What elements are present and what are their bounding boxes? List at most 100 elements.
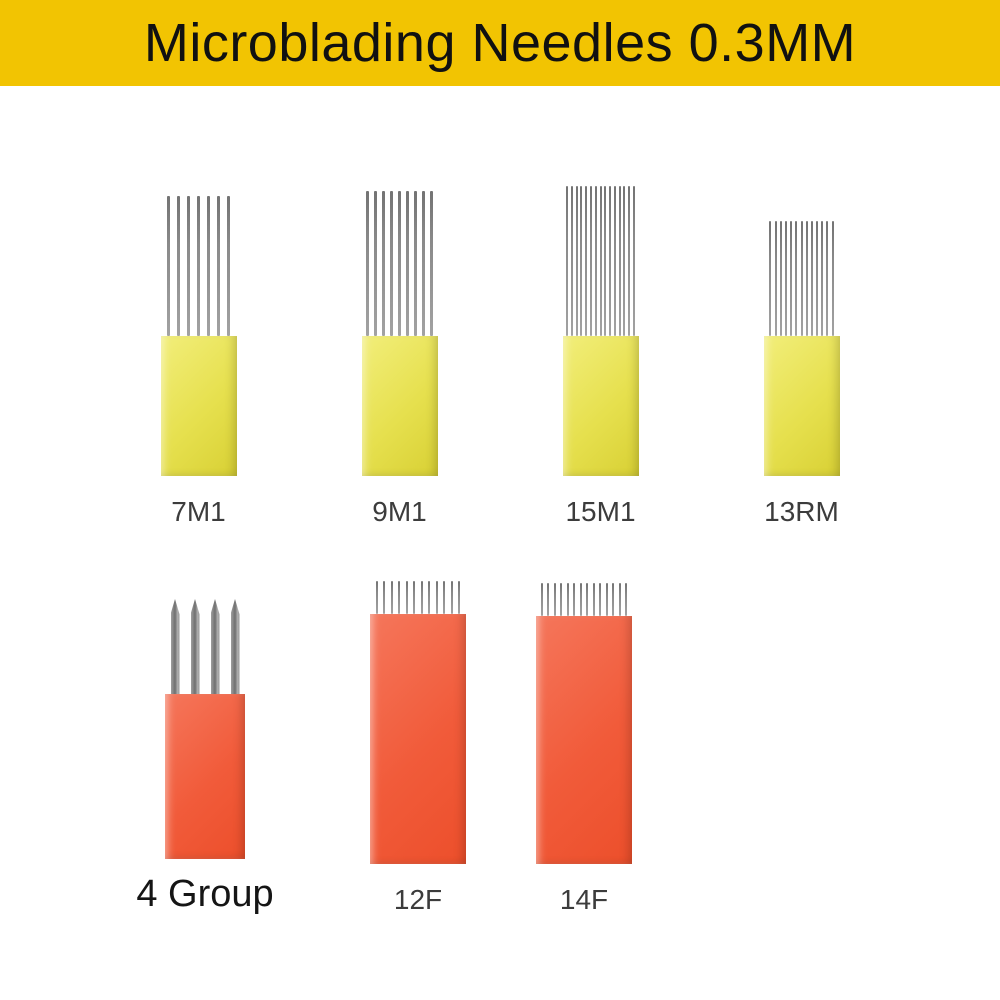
needle (774, 221, 777, 336)
needle-prong (230, 599, 240, 694)
needle (187, 196, 190, 336)
needle (594, 186, 597, 336)
product-7m1: 7M1 (160, 196, 237, 528)
needle (177, 196, 180, 336)
needle (575, 186, 578, 336)
product-label: 13RM (764, 496, 839, 527)
needle-tips (563, 186, 639, 336)
needle (625, 583, 628, 616)
needle (805, 221, 808, 336)
title-banner: Microblading Needles 0.3MM (0, 0, 1000, 86)
needle (207, 196, 210, 336)
needle (790, 221, 793, 336)
needle (435, 581, 438, 614)
needle (547, 583, 550, 616)
needle (579, 583, 582, 616)
needle (553, 583, 556, 616)
product-label: 14F (559, 884, 609, 915)
needle (826, 221, 829, 336)
needle (420, 581, 423, 614)
needle (458, 581, 461, 614)
needle (599, 186, 602, 336)
needle (586, 583, 589, 616)
needle (779, 221, 782, 336)
needle (628, 186, 631, 336)
product-label: 4 Group (136, 873, 274, 915)
product-14f: 14F (536, 583, 632, 916)
needle (585, 186, 588, 336)
needle (623, 186, 626, 336)
needle (589, 186, 592, 336)
needle (580, 186, 583, 336)
needle (540, 583, 543, 616)
product-label: 12F (393, 884, 443, 915)
product-label: 15M1 (565, 496, 636, 527)
needle (565, 186, 568, 336)
needle (398, 191, 401, 336)
needle (197, 196, 200, 336)
needle-prong (170, 599, 180, 694)
needle-tips (536, 583, 632, 616)
blade-body (160, 336, 237, 476)
needle-prong (190, 599, 200, 694)
product-12f: 12F (370, 581, 466, 916)
needle (414, 191, 417, 336)
needle-prong (210, 599, 220, 694)
needle (374, 191, 377, 336)
needle (570, 186, 573, 336)
needle-tips (764, 221, 840, 336)
needle (599, 583, 602, 616)
needle (227, 196, 230, 336)
needle (430, 191, 433, 336)
yellow-blades-row: 7M1 9M1 15M1 13RM (0, 186, 1000, 528)
needle (605, 583, 608, 616)
needle (618, 583, 621, 616)
needle (573, 583, 576, 616)
needle-tips (362, 191, 438, 336)
needle-tips (370, 581, 466, 614)
product-15m1: 15M1 (562, 186, 639, 528)
needle (795, 221, 798, 336)
blade-body (562, 336, 639, 476)
product-label: 9M1 (372, 496, 427, 527)
product-4-group: 4 Group (136, 599, 274, 916)
needle (633, 186, 636, 336)
product-label: 7M1 (171, 496, 226, 527)
orange-blades-row: 4 Group 12F 14F (0, 581, 1000, 916)
blade-body (370, 614, 466, 864)
needle (618, 186, 621, 336)
needle (612, 583, 615, 616)
product-9m1: 9M1 (361, 191, 438, 528)
needle (428, 581, 431, 614)
needle (167, 196, 170, 336)
needle (810, 221, 813, 336)
blade-body (361, 336, 438, 476)
needle (413, 581, 416, 614)
needle (383, 581, 386, 614)
needle (422, 191, 425, 336)
needle (366, 191, 369, 336)
needle-tips (161, 196, 237, 336)
blade-body (165, 694, 245, 859)
needle (604, 186, 607, 336)
needle (816, 221, 819, 336)
needle (609, 186, 612, 336)
needle (560, 583, 563, 616)
needle (443, 581, 446, 614)
needle (390, 581, 393, 614)
needle (382, 191, 385, 336)
needle-tips (165, 599, 245, 694)
needle (375, 581, 378, 614)
needle (390, 191, 393, 336)
needle (566, 583, 569, 616)
needle (831, 221, 834, 336)
needle (217, 196, 220, 336)
needle (405, 581, 408, 614)
needle (800, 221, 803, 336)
needle (821, 221, 824, 336)
needle (613, 186, 616, 336)
needle (406, 191, 409, 336)
needle (398, 581, 401, 614)
blade-body (763, 336, 840, 476)
